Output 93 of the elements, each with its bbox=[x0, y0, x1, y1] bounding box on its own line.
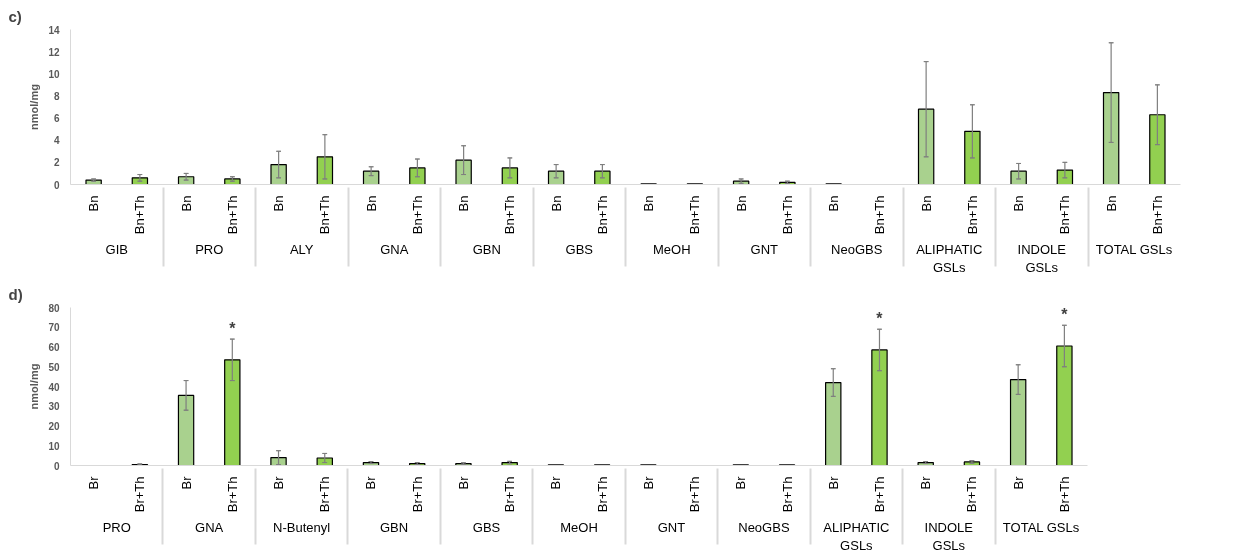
y-axis-title: nmol/mg bbox=[28, 84, 41, 130]
text: Bn bbox=[456, 195, 472, 212]
text: Bn bbox=[178, 195, 194, 212]
text: Bn+Th bbox=[224, 195, 240, 235]
y-tick-label: 30 bbox=[48, 401, 60, 413]
text: Br+Th bbox=[1056, 476, 1072, 513]
y-tick-label: 6 bbox=[53, 113, 60, 125]
y-tick-label: 10 bbox=[48, 68, 60, 80]
text: Bn+Th bbox=[872, 195, 888, 235]
text: Bn bbox=[733, 195, 749, 212]
text: Bn bbox=[1011, 195, 1027, 212]
text: Br bbox=[1010, 476, 1026, 490]
text: Br+Th bbox=[779, 476, 795, 513]
x-tick-label: NeoGBS bbox=[831, 242, 883, 258]
x-tick-label: TOTAL GSLs bbox=[1002, 520, 1080, 536]
text: Bn bbox=[826, 195, 842, 212]
y-tick-label: 14 bbox=[48, 24, 60, 36]
x-tick-label: GBN bbox=[472, 242, 501, 258]
y-tick-label: 80 bbox=[48, 302, 60, 314]
x-tick-label: ALIPHATIC GSLs bbox=[823, 520, 890, 554]
text: Bn bbox=[1103, 195, 1119, 212]
text: Br bbox=[271, 476, 287, 490]
text: Bn+Th bbox=[779, 195, 795, 235]
x-tick-label: INDOLE GSLs bbox=[1017, 242, 1067, 276]
x-tick-label: ALIPHATIC GSLs bbox=[916, 242, 983, 276]
text: Bn+Th bbox=[502, 195, 518, 235]
text: Bn+Th bbox=[132, 195, 148, 235]
y-tick-label: 2 bbox=[53, 157, 60, 169]
text: Br+Th bbox=[594, 476, 610, 513]
x-tick-label: N-Butenyl bbox=[273, 520, 331, 536]
x-tick-label: INDOLE GSLs bbox=[924, 520, 974, 554]
text: Bn bbox=[86, 195, 102, 212]
text: Bn bbox=[548, 195, 564, 212]
x-tick-label: ALY bbox=[289, 242, 314, 258]
text: Bn+Th bbox=[594, 195, 610, 235]
data-label: * bbox=[229, 320, 237, 338]
text: Bn bbox=[271, 195, 287, 212]
text: Bn bbox=[363, 195, 379, 212]
text: Br bbox=[178, 475, 194, 490]
text: Br+Th bbox=[871, 476, 887, 513]
y-tick-label: 60 bbox=[48, 342, 60, 353]
text: Br bbox=[548, 476, 564, 490]
text: Br+Th bbox=[409, 476, 425, 513]
x-tick-label: GIB bbox=[105, 242, 128, 258]
text: Bn+Th bbox=[687, 195, 703, 235]
x-tick-label: GNA bbox=[195, 520, 224, 536]
text: Bn+Th bbox=[964, 195, 980, 235]
data-label: * bbox=[1061, 306, 1069, 324]
text: Br+Th bbox=[132, 476, 148, 513]
y-tick-label: 0 bbox=[53, 460, 60, 472]
y-tick-label: 10 bbox=[48, 440, 60, 452]
y-tick-label: 0 bbox=[53, 179, 60, 191]
x-tick-label: PRO bbox=[195, 242, 224, 258]
y-tick-label: 50 bbox=[48, 361, 60, 373]
text: Br bbox=[918, 476, 934, 490]
text: Bn+Th bbox=[1149, 195, 1165, 235]
text: Br bbox=[363, 476, 379, 490]
text: Bn+Th bbox=[317, 195, 333, 235]
chart-title: d) bbox=[8, 285, 23, 303]
x-tick-label: GNA bbox=[380, 242, 409, 258]
x-tick-label: GNT bbox=[750, 242, 779, 258]
y-tick-label: 8 bbox=[53, 90, 60, 102]
y-tick-label: 12 bbox=[48, 46, 60, 58]
y-tick-label: 40 bbox=[48, 381, 60, 393]
text: Br bbox=[455, 476, 471, 490]
x-tick-label: NeoGBS bbox=[738, 520, 790, 536]
text: Bn+Th bbox=[1057, 195, 1073, 235]
x-tick-label: TOTAL GSLs bbox=[1095, 242, 1173, 258]
y-tick-label: 70 bbox=[48, 322, 60, 334]
text: Br bbox=[825, 476, 841, 490]
x-tick-label: MeOH bbox=[652, 242, 691, 258]
y-tick-label: 4 bbox=[53, 135, 60, 147]
x-tick-label: GBN bbox=[380, 520, 409, 536]
text: Br+Th bbox=[687, 476, 703, 513]
text: Br+Th bbox=[502, 476, 518, 513]
data-label: * bbox=[876, 310, 884, 328]
y-axis-title: nmol/mg bbox=[28, 363, 41, 410]
text: Br bbox=[640, 476, 656, 490]
x-tick-label: MeOH bbox=[560, 520, 598, 536]
text: Br bbox=[86, 476, 102, 490]
x-tick-label: GNT bbox=[657, 520, 686, 536]
text: Bn bbox=[641, 195, 657, 212]
text: Bn bbox=[918, 195, 934, 212]
x-tick-label: GBS bbox=[472, 520, 501, 536]
x-tick-label: GBS bbox=[565, 242, 594, 258]
chart-title: c) bbox=[8, 7, 22, 25]
text: Br+Th bbox=[317, 476, 333, 513]
x-tick-label: PRO bbox=[102, 520, 131, 536]
text: Br bbox=[733, 476, 749, 490]
y-tick-label: 20 bbox=[48, 421, 60, 432]
text: Bn+Th bbox=[409, 195, 425, 235]
text: Br+Th bbox=[964, 476, 980, 513]
text: Br+Th bbox=[224, 476, 240, 513]
